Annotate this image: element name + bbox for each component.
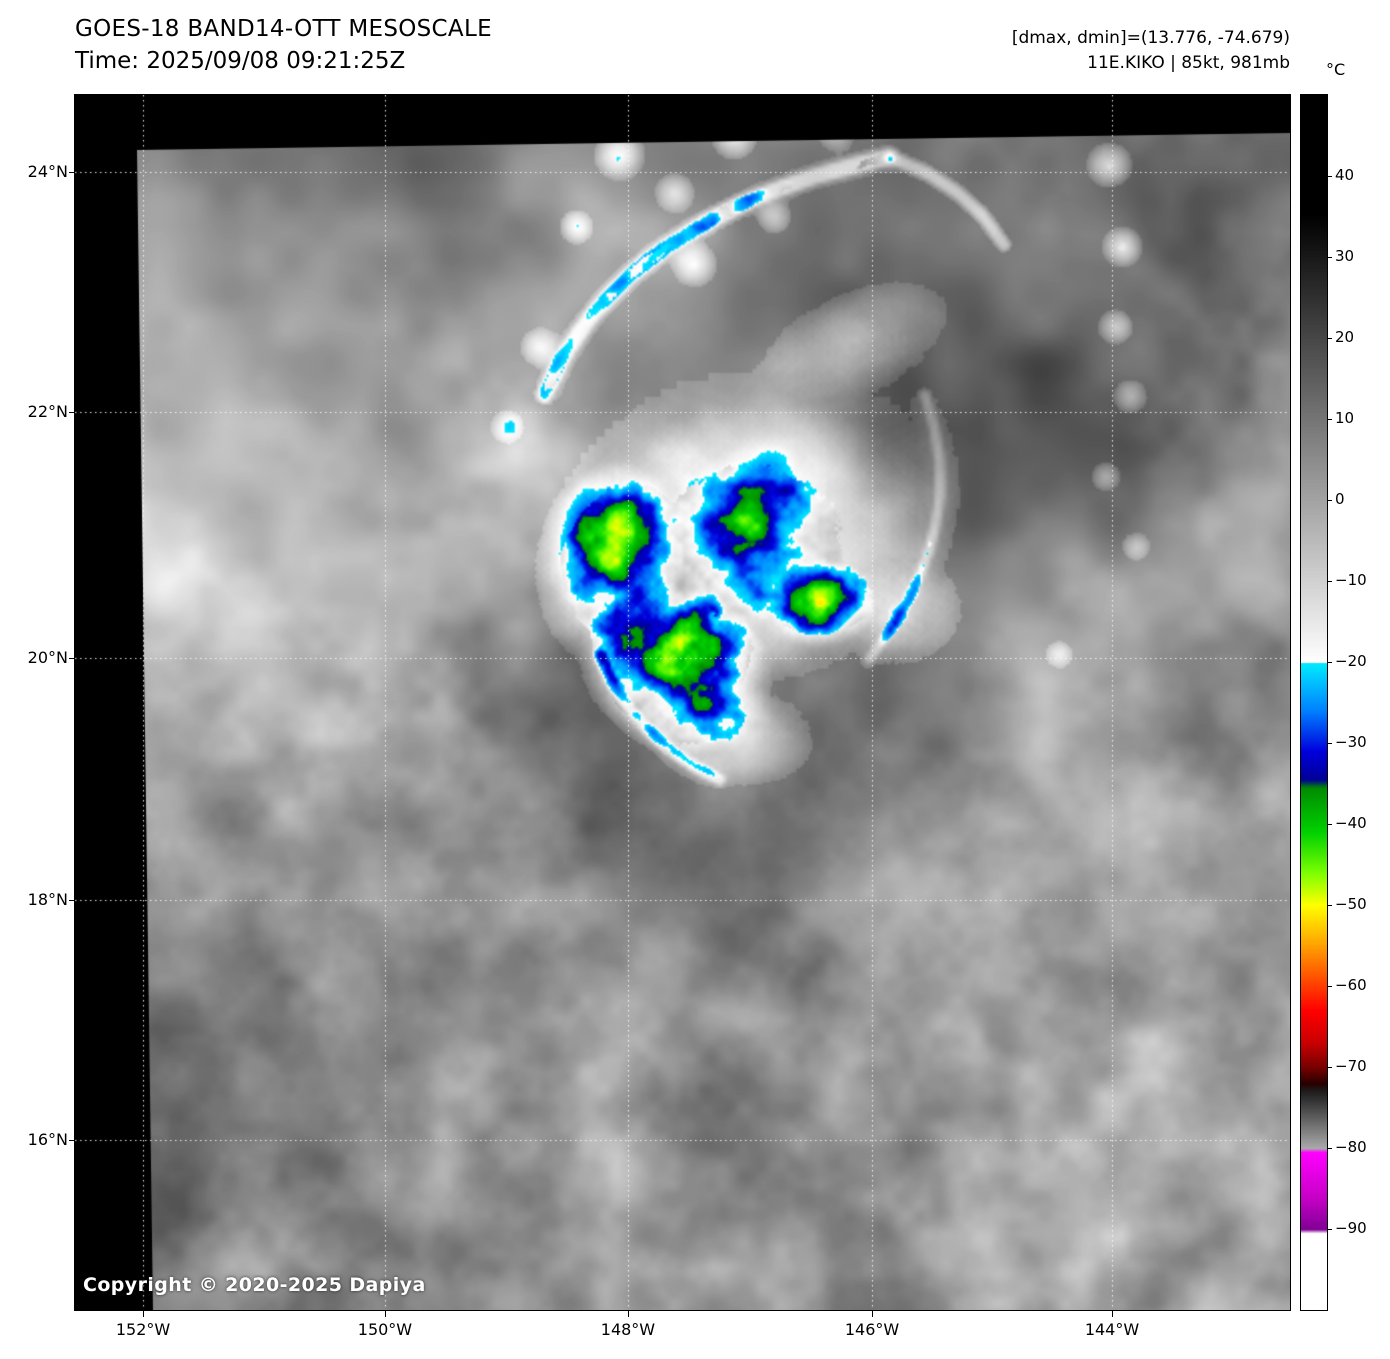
colorbar-tick <box>1327 905 1332 906</box>
colorbar-tick-label: −20 <box>1335 652 1367 670</box>
colorbar-tick <box>1327 743 1332 744</box>
colorbar-tick <box>1327 824 1332 825</box>
colorbar-tick-label: 30 <box>1335 247 1355 265</box>
lat-label: 24°N <box>27 162 68 182</box>
colorbar <box>1300 94 1328 1311</box>
colorbar-tick <box>1327 257 1332 258</box>
colorbar-tick-label: −60 <box>1335 976 1367 994</box>
colorbar-tick-label: −40 <box>1335 814 1367 832</box>
colorbar-tick-label: −80 <box>1335 1138 1367 1156</box>
satellite-image-canvas <box>75 95 1290 1310</box>
lat-label: 22°N <box>27 401 68 421</box>
lon-label: 152°W <box>115 1320 171 1339</box>
lon-axis-tick <box>1112 1311 1113 1317</box>
lon-axis-tick <box>872 1311 874 1317</box>
lat-label: 18°N <box>27 890 68 910</box>
colorbar-tick <box>1327 176 1332 177</box>
colorbar-tick-label: 10 <box>1335 409 1355 427</box>
colorbar-unit-label: °C <box>1326 60 1346 79</box>
lat-axis-tick <box>69 900 75 902</box>
lat-axis-tick <box>69 1140 75 1142</box>
colorbar-tick-label: −50 <box>1335 895 1367 913</box>
colorbar-gradient-canvas <box>1301 95 1327 1310</box>
colorbar-tick <box>1327 1229 1332 1230</box>
colorbar-tick-label: 0 <box>1335 490 1345 508</box>
colorbar-tick <box>1327 338 1332 339</box>
colorbar-tick-label: 40 <box>1335 166 1355 184</box>
lon-axis-tick <box>627 1311 629 1317</box>
colorbar-tick-label: −90 <box>1335 1219 1367 1237</box>
colorbar-tick-label: 20 <box>1335 328 1355 346</box>
lat-axis-tick <box>69 411 75 413</box>
colorbar-tick-label: −70 <box>1335 1057 1367 1075</box>
colorbar-tick-label: −10 <box>1335 571 1367 589</box>
colorbar-tick <box>1327 581 1332 582</box>
dmax-dmin-readout: [dmax, dmin]=(13.776, -74.679) <box>1011 28 1290 48</box>
lon-label: 148°W <box>600 1320 656 1339</box>
lon-axis-tick <box>143 1311 145 1317</box>
lon-label: 144°W <box>1084 1320 1140 1339</box>
lon-axis-tick <box>384 1311 386 1317</box>
lat-label: 20°N <box>27 647 68 667</box>
product-title: GOES-18 BAND14-OTT MESOSCALE <box>75 16 492 42</box>
colorbar-tick <box>1327 1148 1332 1149</box>
lat-label: 16°N <box>27 1130 68 1150</box>
colorbar-tick <box>1327 500 1332 501</box>
lat-axis-tick <box>69 172 75 174</box>
lon-label: 150°W <box>357 1320 413 1339</box>
colorbar-tick-label: −30 <box>1335 733 1367 751</box>
copyright-label: Copyright © 2020-2025 Dapiya <box>83 1274 426 1296</box>
satellite-map: Copyright © 2020-2025 Dapiya <box>74 94 1291 1311</box>
colorbar-tick <box>1327 986 1332 987</box>
colorbar-tick <box>1327 1067 1332 1068</box>
colorbar-tick <box>1327 419 1332 420</box>
storm-info: 11E.KIKO | 85kt, 981mb <box>1087 53 1290 73</box>
timestamp: Time: 2025/09/08 09:21:25Z <box>75 48 406 74</box>
lon-label: 146°W <box>844 1320 900 1339</box>
colorbar-tick <box>1327 662 1332 663</box>
lat-axis-tick <box>69 657 75 659</box>
